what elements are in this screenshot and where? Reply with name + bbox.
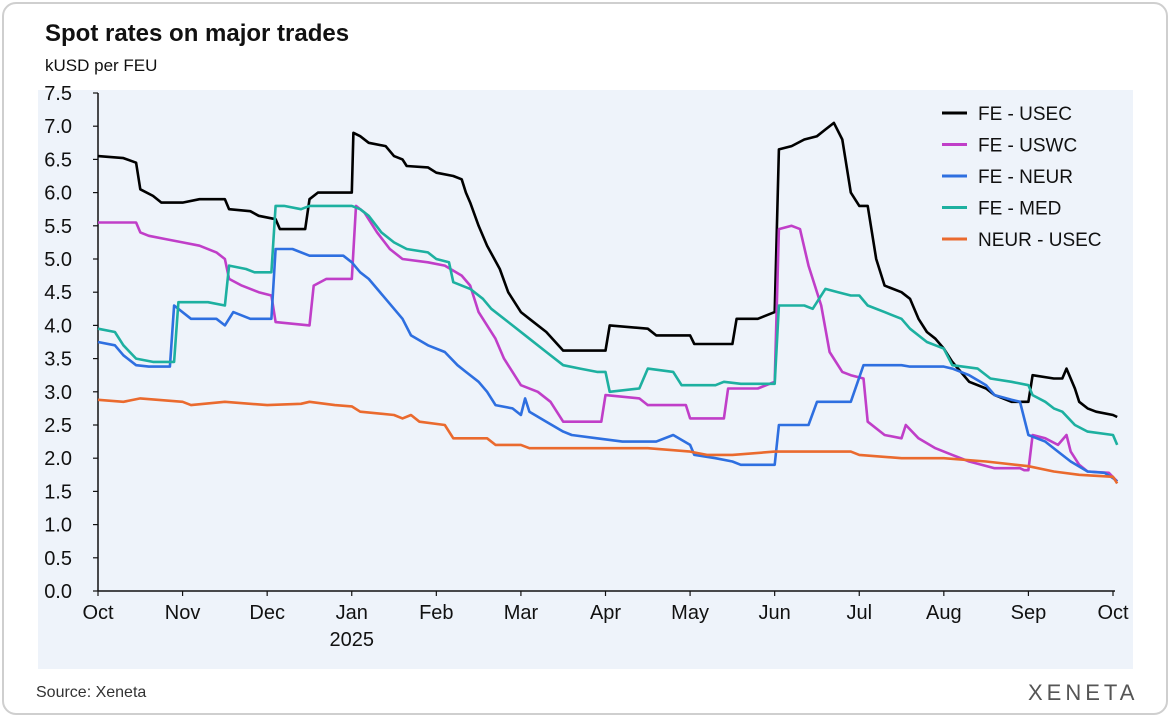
x-tick-label: Apr: [590, 602, 621, 624]
x-tick-label: Jun: [759, 602, 791, 624]
chart-title: Spot rates on major trades: [45, 20, 350, 47]
y-tick-label: 4.0: [44, 315, 72, 337]
axes: 0.0 0.5 1.0 1.5 2.0 2.5 3.0 3.5 4.0 4.5 5.0 5.5 6.0 6…: [44, 83, 1129, 651]
x-tick-label: Nov: [165, 602, 201, 624]
x-tick-label: Aug: [926, 602, 962, 624]
x-tick-label: Jan: [336, 602, 368, 624]
y-tick-label: 2.5: [44, 415, 72, 437]
y-tick-label: 7.5: [44, 83, 72, 105]
y-tick-label: 2.0: [44, 448, 72, 470]
legend-label: FE - NEUR: [978, 167, 1073, 188]
y-tick-label: 6.5: [44, 149, 72, 171]
y-tick-label: 5.5: [44, 216, 72, 238]
x-tick-label: Oct: [82, 602, 114, 624]
legend-label: FE - MED: [978, 199, 1061, 220]
series-line-0: [97, 121, 1118, 419]
x-tick-label: Dec: [249, 602, 285, 624]
y-tick-label: 7.0: [44, 116, 72, 138]
legend-label: FE - USEC: [978, 104, 1072, 125]
legend: FE - USEC FE - USWC FE - NEUR FE - MED NEUR …: [942, 104, 1102, 251]
series-line-3: [97, 204, 1119, 446]
series-line-2: [97, 247, 1119, 483]
x-tick-label: Jul: [846, 602, 872, 624]
x-tick-label: Sep: [1011, 602, 1047, 624]
legend-label: NEUR - USEC: [978, 230, 1102, 251]
y-tick-label: 5.0: [44, 249, 72, 271]
legend-label: FE - USWC: [978, 136, 1077, 157]
xeneta-logo: XENETA: [1028, 680, 1139, 705]
y-tick-label: 0.5: [44, 548, 72, 570]
chart-subtitle: kUSD per FEU: [45, 56, 158, 75]
y-tick-label: 3.0: [44, 382, 72, 404]
x-tick-sublabel: 2025: [330, 629, 375, 651]
plot-background: [38, 90, 1133, 669]
x-tick-label: Mar: [504, 602, 539, 624]
x-tick-label: Feb: [419, 602, 453, 624]
series-line-4: [97, 397, 1119, 485]
source-note: Source: Xeneta: [36, 684, 147, 701]
y-tick-label: 1.0: [44, 515, 72, 537]
y-tick-label: 0.0: [44, 581, 72, 603]
y-tick-label: 1.5: [44, 481, 72, 503]
x-tick-label: Oct: [1097, 602, 1129, 624]
y-tick-label: 6.0: [44, 183, 72, 205]
y-tick-label: 4.5: [44, 282, 72, 304]
x-tick-label: May: [671, 602, 709, 624]
series-group: [97, 121, 1119, 485]
y-tick-label: 3.5: [44, 349, 72, 371]
